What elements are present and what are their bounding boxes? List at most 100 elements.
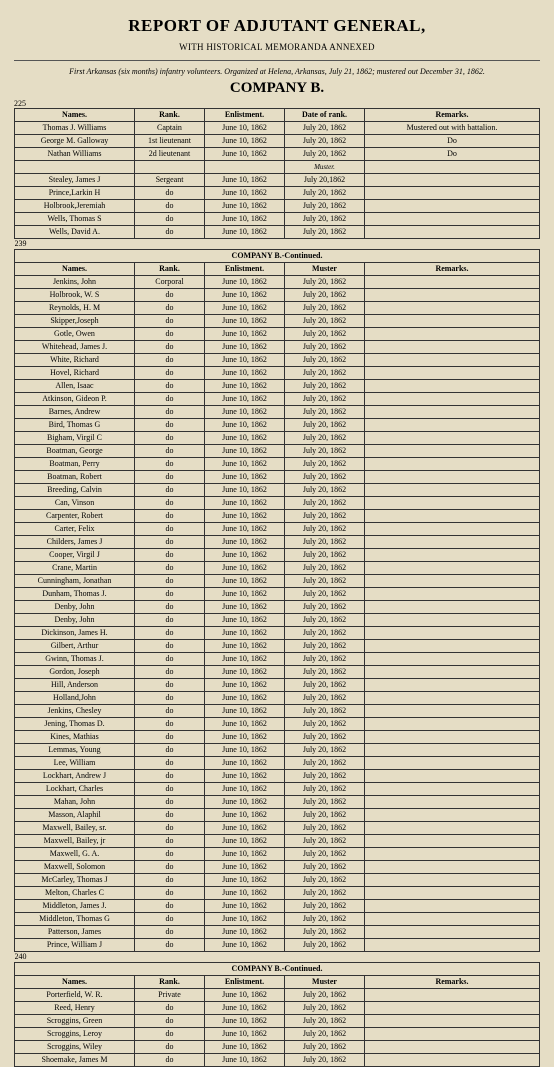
- rank: do: [135, 848, 205, 861]
- muster: July 20, 1862: [285, 367, 365, 380]
- name: Gotle, Owen: [15, 328, 135, 341]
- muster: July 20, 1862: [285, 601, 365, 614]
- name: Maxwell, Solomon: [15, 861, 135, 874]
- muster: July 20, 1862: [285, 731, 365, 744]
- remarks: Mustered out with battalion.: [365, 122, 540, 135]
- rank: do: [135, 354, 205, 367]
- rank: do: [135, 432, 205, 445]
- name: Childers, James J: [15, 536, 135, 549]
- rank: do: [135, 718, 205, 731]
- name: Masson, Alaphil: [15, 809, 135, 822]
- remarks: [365, 757, 540, 770]
- name: Kines, Mathias: [15, 731, 135, 744]
- muster: July 20, 1862: [285, 653, 365, 666]
- rank: do: [135, 328, 205, 341]
- muster: July 20, 1862: [285, 835, 365, 848]
- company-heading: COMPANY B.: [14, 80, 540, 97]
- enlist: June 10, 1862: [205, 1015, 285, 1028]
- muster: July 20, 1862: [285, 484, 365, 497]
- muster: July 20, 1862: [285, 354, 365, 367]
- remarks: [365, 341, 540, 354]
- muster: July 20, 1862: [285, 549, 365, 562]
- enlist: June 10, 1862: [205, 874, 285, 887]
- muster: July 20, 1862: [285, 302, 365, 315]
- muster-label: Muster.: [285, 161, 365, 174]
- enlist: June 10, 1862: [205, 835, 285, 848]
- enlist: June 10, 1862: [205, 900, 285, 913]
- remarks: [365, 354, 540, 367]
- muster: July 20, 1862: [285, 187, 365, 200]
- name: Melton, Charles C: [15, 887, 135, 900]
- enlist: June 10, 1862: [205, 497, 285, 510]
- remarks: [365, 289, 540, 302]
- col-enlist: Enlistment.: [205, 109, 285, 122]
- name: Reynolds, H. M: [15, 302, 135, 315]
- muster: July 20, 1862: [285, 874, 365, 887]
- muster: July 20, 1862: [285, 575, 365, 588]
- muster: July 20, 1862: [285, 1002, 365, 1015]
- name: Middleton, Thomas G: [15, 913, 135, 926]
- name: Prince, William J: [15, 939, 135, 952]
- muster: July 20, 1862: [285, 679, 365, 692]
- rank: do: [135, 796, 205, 809]
- name: Holland,John: [15, 692, 135, 705]
- col-remarks: Remarks.: [365, 263, 540, 276]
- muster: July 20, 1862: [285, 1054, 365, 1067]
- col-names: Names.: [15, 263, 135, 276]
- name: Jening, Thomas D.: [15, 718, 135, 731]
- col-rank: Rank.: [135, 109, 205, 122]
- remarks: [365, 187, 540, 200]
- continued-header: COMPANY B.-Continued.: [15, 250, 540, 263]
- page-number-2: 239: [15, 239, 540, 250]
- rank: do: [135, 1028, 205, 1041]
- name: George M. Galloway: [15, 135, 135, 148]
- name: Barnes, Andrew: [15, 406, 135, 419]
- remarks: [365, 679, 540, 692]
- remarks: [365, 783, 540, 796]
- remarks: [365, 174, 540, 187]
- remarks: [365, 302, 540, 315]
- enlist: June 10, 1862: [205, 809, 285, 822]
- remarks: [365, 861, 540, 874]
- rank: do: [135, 744, 205, 757]
- rank: Corporal: [135, 276, 205, 289]
- enlist: June 10, 1862: [205, 406, 285, 419]
- muster: July 20, 1862: [285, 458, 365, 471]
- name: Boatman, George: [15, 445, 135, 458]
- remarks: [365, 549, 540, 562]
- rank: do: [135, 575, 205, 588]
- page-number-1: 225: [14, 99, 540, 108]
- col-rank: Rank.: [135, 263, 205, 276]
- remarks: [365, 406, 540, 419]
- name: Bigham, Virgil C: [15, 432, 135, 445]
- muster: July 20, 1862: [285, 614, 365, 627]
- col-muster: Muster: [285, 263, 365, 276]
- enlist: June 10, 1862: [205, 562, 285, 575]
- enlist: June 10, 1862: [205, 289, 285, 302]
- name: Holbrook,Jeremiah: [15, 200, 135, 213]
- remarks: [365, 1002, 540, 1015]
- rank: do: [135, 380, 205, 393]
- enlist: June 10, 1862: [205, 549, 285, 562]
- muster: July 20, 1862: [285, 848, 365, 861]
- enlist: June 10, 1862: [205, 380, 285, 393]
- rank: do: [135, 471, 205, 484]
- rank: do: [135, 419, 205, 432]
- enlist: June 10, 1862: [205, 367, 285, 380]
- enlist: June 10, 1862: [205, 718, 285, 731]
- blank: [15, 161, 135, 174]
- remarks: [365, 445, 540, 458]
- rank: Private: [135, 989, 205, 1002]
- enlist: June 10, 1862: [205, 653, 285, 666]
- name: Scroggins, Wiley: [15, 1041, 135, 1054]
- rank: do: [135, 770, 205, 783]
- enlist: June 10, 1862: [205, 315, 285, 328]
- enlist: June 10, 1862: [205, 989, 285, 1002]
- name: Can, Vinson: [15, 497, 135, 510]
- muster: July 20, 1862: [285, 497, 365, 510]
- rank: do: [135, 523, 205, 536]
- muster: July 20, 1862: [285, 989, 365, 1002]
- enlist: June 10, 1862: [205, 187, 285, 200]
- muster: July 20, 1862: [285, 770, 365, 783]
- name: Maxwell, Bailey, jr: [15, 835, 135, 848]
